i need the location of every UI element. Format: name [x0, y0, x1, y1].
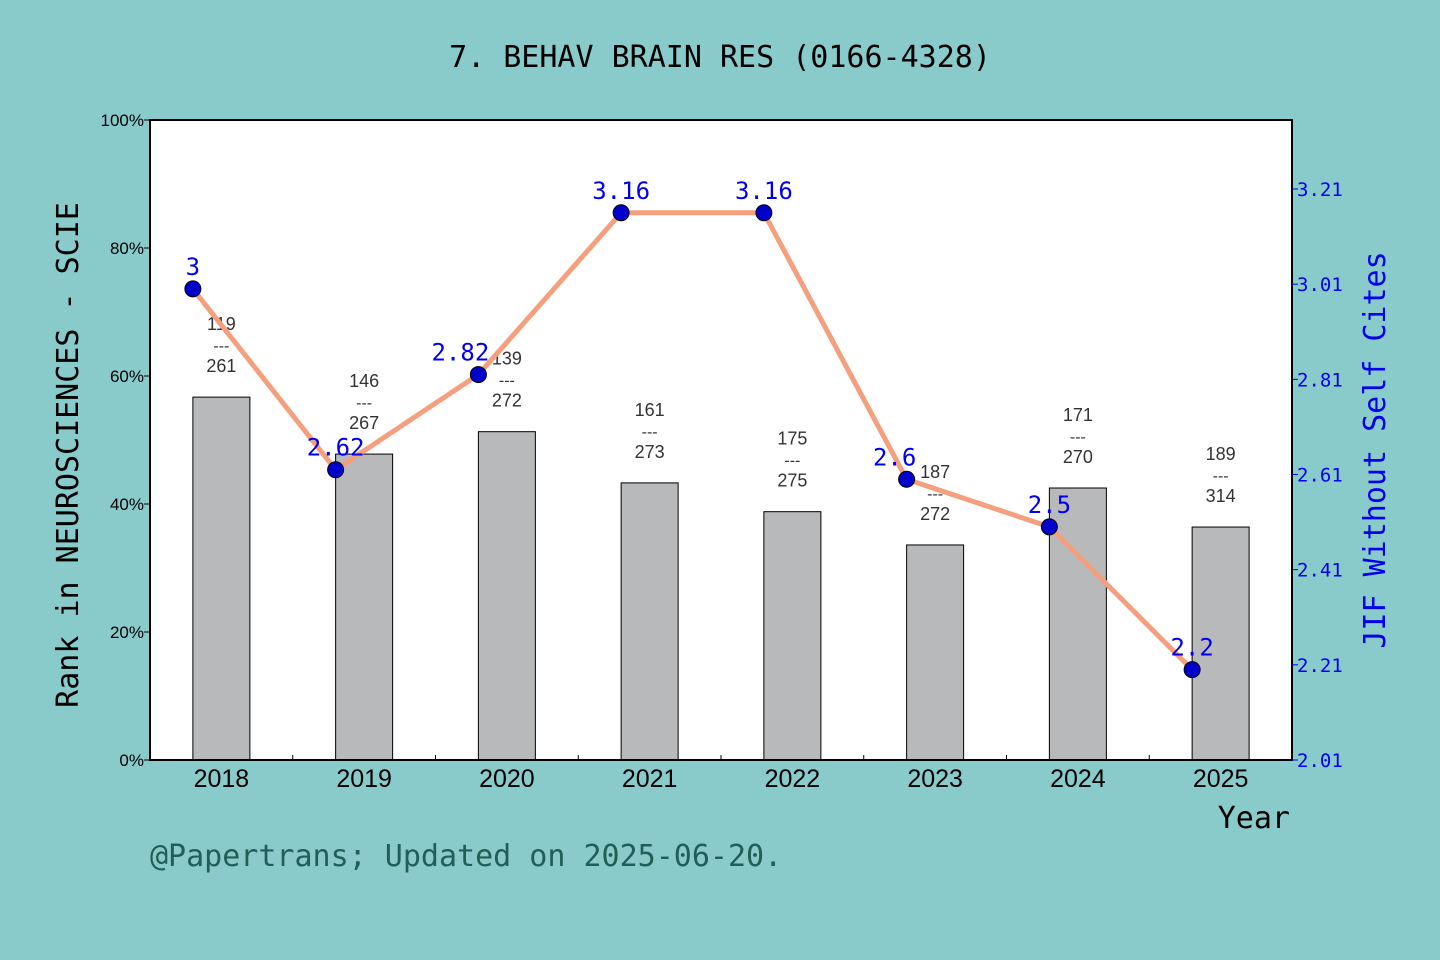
bar-2025 — [1191, 526, 1250, 761]
jif-label: 3.16 — [592, 177, 650, 205]
rank-separator: --- — [784, 453, 800, 470]
jif-point-2018 — [184, 280, 202, 298]
y-tick-label: 0% — [119, 751, 144, 770]
x-tick-label: 2025 — [1193, 765, 1249, 793]
jif-label: 2.6 — [873, 443, 916, 471]
x-axis-label: Year — [1218, 801, 1290, 836]
total-label: 272 — [920, 504, 950, 524]
x-tick-label: 2023 — [907, 765, 963, 793]
bar-2019 — [335, 453, 394, 761]
y-tick-label: 100% — [101, 111, 144, 130]
jif-label: 3.16 — [735, 177, 793, 205]
total-label: 267 — [349, 413, 379, 433]
bar-2021 — [620, 482, 679, 761]
jif-point-2024 — [1040, 518, 1058, 536]
y2-tick-label: 2.01 — [1297, 750, 1343, 772]
rank-separator: --- — [356, 395, 372, 412]
total-label: 270 — [1063, 447, 1093, 467]
jif-point-2019 — [327, 461, 345, 479]
bar-2022 — [763, 511, 822, 761]
rank-label: 171 — [1063, 405, 1093, 425]
rank-label: 146 — [349, 371, 379, 391]
total-label: 272 — [492, 391, 522, 411]
jif-label: 2.2 — [1170, 634, 1213, 662]
y2-tick-label: 3.01 — [1297, 274, 1343, 296]
jif-label: 2.62 — [307, 434, 365, 462]
x-tick-label: 2020 — [479, 765, 535, 793]
y2-axis-label: JIF Without Self Cites — [1358, 251, 1393, 648]
rank-separator: --- — [1213, 468, 1229, 485]
rank-separator: --- — [213, 338, 229, 355]
jif-point-2023 — [898, 470, 916, 488]
x-tick-label: 2021 — [622, 765, 678, 793]
y2-tick-label: 3.21 — [1297, 179, 1343, 201]
y-tick-label: 40% — [110, 495, 144, 514]
jif-point-2020 — [469, 366, 487, 384]
jif-point-2021 — [612, 204, 630, 222]
rank-separator: --- — [1070, 429, 1086, 446]
jif-label: 2.82 — [431, 339, 489, 367]
rank-separator: --- — [642, 424, 658, 441]
jif-point-2022 — [755, 204, 773, 222]
chart-title: 7. BEHAV BRAIN RES (0166-4328) — [449, 40, 991, 75]
bar-2023 — [906, 544, 965, 761]
rank-separator: --- — [499, 373, 515, 390]
x-tick-label: 2019 — [336, 765, 392, 793]
y2-tick-label: 2.61 — [1297, 464, 1343, 486]
y2-tick-label: 2.41 — [1297, 560, 1343, 582]
rank-label: 189 — [1206, 444, 1236, 464]
y-tick-label: 20% — [110, 623, 144, 642]
bar-2018 — [192, 396, 251, 761]
total-label: 261 — [206, 356, 236, 376]
footer-credit: @Papertrans; Updated on 2025-06-20. — [150, 839, 782, 874]
bar-2024 — [1048, 487, 1107, 761]
bar-2020 — [477, 431, 536, 761]
total-label: 273 — [635, 442, 665, 462]
rank-label: 175 — [777, 429, 807, 449]
total-label: 275 — [777, 471, 807, 491]
x-tick-label: 2018 — [194, 765, 250, 793]
total-label: 314 — [1206, 486, 1236, 506]
x-tick-label: 2024 — [1050, 765, 1106, 793]
rank-label: 187 — [920, 462, 950, 482]
jif-line — [190, 210, 1194, 672]
rank-label: 161 — [635, 400, 665, 420]
y-tick-label: 80% — [110, 239, 144, 258]
jif-label: 3 — [186, 253, 200, 281]
y-axis-label: Rank in NEUROSCIENCES - SCIE — [51, 202, 86, 708]
x-tick-label: 2022 — [765, 765, 821, 793]
jif-point-2025 — [1183, 661, 1201, 679]
y-tick-label: 60% — [110, 367, 144, 386]
jif-label: 2.5 — [1028, 491, 1071, 519]
y2-tick-label: 2.81 — [1297, 369, 1343, 391]
y2-tick-label: 2.21 — [1297, 655, 1343, 677]
